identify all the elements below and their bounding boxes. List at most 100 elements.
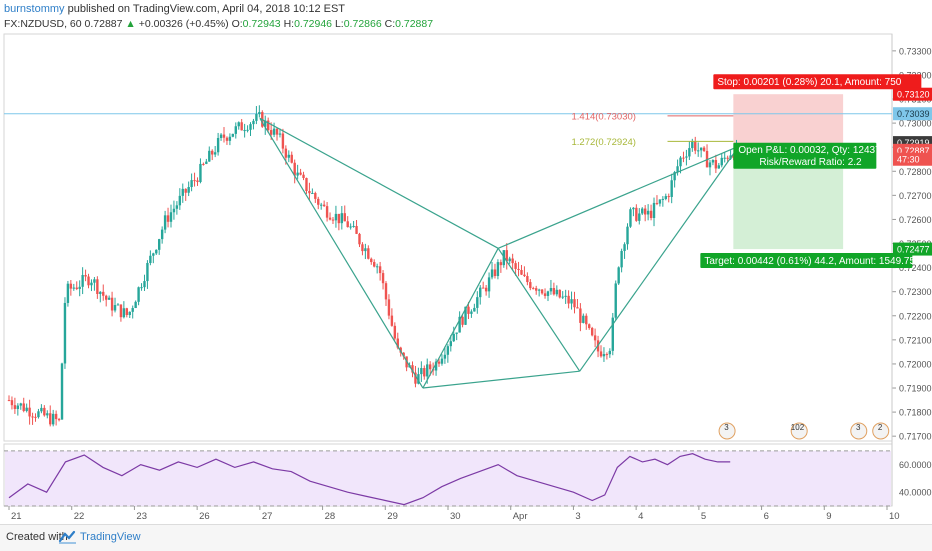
- candle-body: [99, 291, 102, 294]
- candle-body: [493, 269, 497, 277]
- event-flag-icon: [718, 422, 736, 440]
- candle-body: [387, 299, 391, 316]
- stop-label-text: Stop: 0.00201 (0.28%) 20.1, Amount: 750: [717, 77, 901, 88]
- candle-body: [264, 120, 267, 127]
- candle-body: [231, 133, 235, 137]
- target-label-box: [700, 253, 913, 269]
- candle-body: [281, 133, 285, 149]
- candle-body: [325, 206, 329, 218]
- tradingview-link[interactable]: TradingView: [80, 531, 141, 543]
- candle-body: [10, 400, 14, 406]
- candle-body: [467, 306, 470, 314]
- candle-body: [131, 308, 134, 312]
- event-count: 102: [791, 423, 805, 432]
- symbol[interactable]: FX:NZDUSD, 60: [4, 18, 82, 30]
- pattern-connector: [422, 370, 580, 389]
- candle-body: [499, 262, 503, 266]
- price-tag-label: 0.72477: [897, 245, 930, 255]
- price-tick-label: 0.72800: [899, 167, 932, 177]
- candle-body: [717, 165, 721, 169]
- candle-body: [411, 365, 414, 373]
- price-tick-label: 0.71800: [899, 408, 932, 418]
- candle-body: [181, 188, 184, 196]
- candle-body: [367, 248, 370, 259]
- candle-body: [673, 172, 676, 181]
- published-text: published on TradingView.com, April 04, …: [64, 3, 346, 15]
- candle-body: [670, 180, 673, 197]
- candle-body: [446, 346, 450, 355]
- candle-body: [664, 196, 667, 199]
- candle-body: [116, 304, 120, 306]
- candle-body: [523, 274, 526, 277]
- candle-body: [649, 210, 653, 218]
- candle-body: [296, 172, 299, 176]
- candle-body: [540, 289, 544, 294]
- low-label: L:: [334, 18, 344, 30]
- candle-body: [555, 289, 559, 295]
- candle-body: [211, 150, 214, 155]
- candle-body: [520, 269, 523, 275]
- candle-body: [258, 112, 261, 115]
- candle-body: [140, 287, 143, 289]
- candle-body: [579, 308, 582, 323]
- candle-body: [496, 262, 500, 277]
- candle-body: [652, 202, 656, 218]
- candle-body: [314, 193, 317, 199]
- candle-body: [72, 287, 75, 289]
- candle-body: [364, 248, 367, 252]
- candle-body: [549, 288, 553, 292]
- candle-body: [384, 283, 388, 300]
- candle-body: [322, 204, 326, 207]
- candle-body: [490, 269, 494, 278]
- candle-body: [484, 287, 488, 292]
- candle-body: [269, 130, 273, 135]
- candle-body: [311, 193, 314, 195]
- last-price: 0.72887: [84, 18, 123, 30]
- candle-body: [305, 178, 308, 192]
- candle-body: [152, 253, 155, 256]
- candle-body: [187, 187, 190, 193]
- candle-body: [334, 213, 338, 221]
- candle-body: [561, 296, 564, 298]
- candle-body: [46, 413, 49, 416]
- candle-body: [611, 317, 614, 351]
- candle-body: [726, 157, 729, 159]
- candle-body: [608, 350, 612, 355]
- tradingview-logo-icon: [58, 530, 76, 544]
- candle-body: [699, 147, 703, 151]
- price-tag-label: 0.72919: [897, 138, 930, 148]
- close-label: C:: [384, 18, 396, 30]
- candle-body: [378, 266, 382, 274]
- candle-body: [641, 208, 644, 214]
- candle-body: [643, 208, 647, 215]
- change-value: +0.00326 (+0.45%): [138, 18, 229, 30]
- event-flag-icon: [790, 422, 808, 440]
- candle-body: [13, 405, 17, 409]
- price-chart[interactable]: 0.733000.732000.731000.730000.729000.728…: [0, 0, 932, 524]
- candle-body: [134, 301, 137, 309]
- candle-body: [638, 213, 641, 221]
- author-link[interactable]: burnstommy: [4, 3, 65, 15]
- rsi-tick-label: 60.0000: [899, 460, 932, 470]
- candle-body: [702, 147, 706, 151]
- candle-body: [390, 315, 394, 326]
- candle-body: [373, 262, 376, 267]
- candle-body: [228, 136, 232, 141]
- candle-body: [125, 308, 129, 315]
- candle-body: [7, 400, 11, 402]
- candle-body: [532, 288, 535, 290]
- candle-body: [16, 405, 20, 409]
- candle-body: [464, 306, 467, 325]
- time-tick-label: 30: [450, 511, 461, 522]
- candle-body: [110, 297, 114, 311]
- price-tick-label: 0.72300: [899, 287, 932, 297]
- candle-body: [434, 361, 438, 371]
- candle-body: [163, 215, 167, 230]
- time-tick-label: 10: [889, 511, 900, 522]
- candle-body: [225, 137, 229, 141]
- time-tick-label: 21: [11, 511, 22, 522]
- price-tag-label: 47:30: [897, 155, 920, 165]
- candle-body: [340, 213, 344, 224]
- candle-body: [476, 297, 479, 308]
- candle-body: [196, 180, 199, 183]
